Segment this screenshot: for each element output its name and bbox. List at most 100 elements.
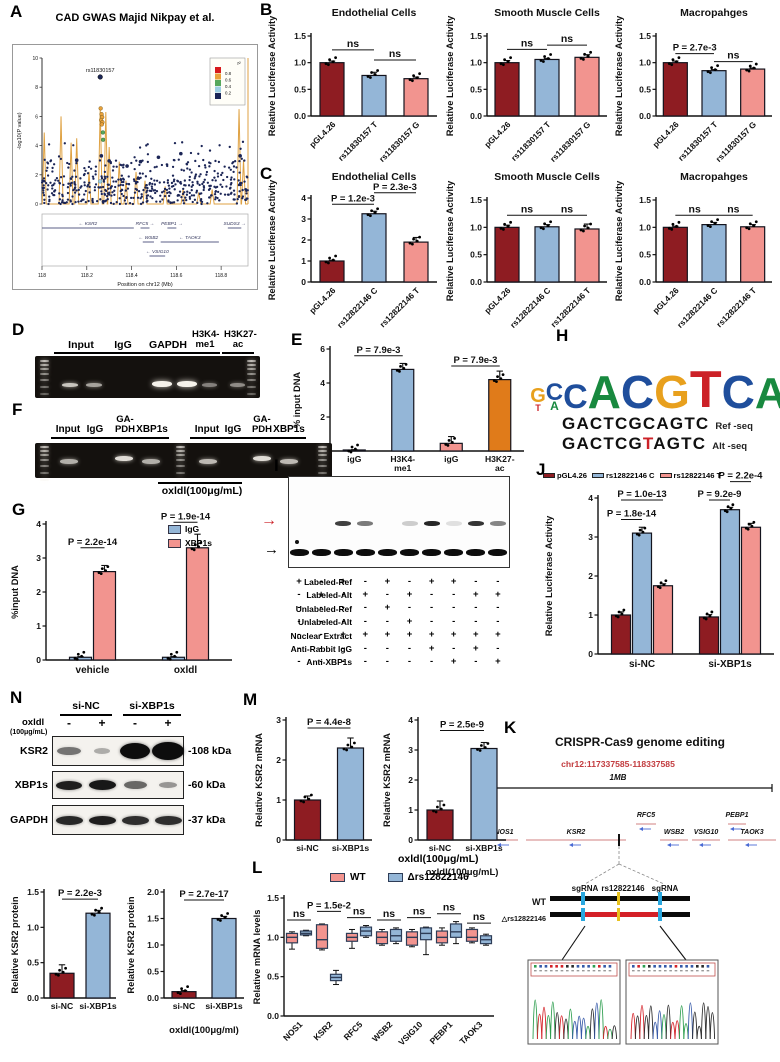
- svg-text:si-XBP1s: si-XBP1s: [205, 1001, 242, 1011]
- motif-position: C: [621, 369, 654, 415]
- svg-text:SUDS3 →: SUDS3 →: [224, 221, 246, 227]
- motif-position: A: [755, 371, 780, 415]
- emsa-cell: -: [363, 575, 367, 587]
- gel-f-band: [115, 456, 133, 461]
- motif-position: T: [690, 365, 722, 417]
- svg-text:ns: ns: [521, 203, 533, 215]
- gel-d-ladder-right: [247, 379, 256, 381]
- svg-text:P = 1.5e-2: P = 1.5e-2: [307, 900, 351, 911]
- emsa-cell: -: [430, 615, 434, 627]
- chart-b3-svg: 0.0 0.5 1.0 1.5 Relative Luciferase Activity…: [614, 7, 772, 164]
- svg-text:chr12:117337585-118337585: chr12:117337585-118337585: [561, 759, 675, 769]
- svg-text:10: 10: [32, 56, 38, 62]
- panel-label-b: B: [260, 0, 273, 19]
- svg-text:P = 1.8e-14: P = 1.8e-14: [607, 508, 657, 519]
- gel-f-ladder: [318, 450, 327, 452]
- svg-text:2: 2: [35, 173, 38, 179]
- svg-text:0: 0: [408, 835, 413, 845]
- emsa-free-probe-band: [289, 549, 309, 556]
- svg-text:rs12822146 T: rs12822146 T: [377, 285, 421, 329]
- wb-band: [88, 815, 116, 825]
- sequence-label: Alt -seq: [712, 441, 748, 452]
- svg-text:si-XBP1s: si-XBP1s: [332, 843, 369, 853]
- svg-text:P = 2.2e-3: P = 2.2e-3: [58, 888, 102, 899]
- svg-text:Relative mRNA levels: Relative mRNA levels: [252, 910, 262, 1005]
- motif-letter: C: [563, 378, 588, 417]
- svg-text:0.0: 0.0: [147, 993, 159, 1003]
- svg-text:Relative Luciferase Activity: Relative Luciferase Activity: [267, 15, 277, 136]
- svg-text:si-NC: si-NC: [51, 1001, 73, 1011]
- chart-j-luciferase: 0 1 2 3 4 Relative Luciferase Activity P = 1.8…: [542, 452, 780, 695]
- gel-f-band: [253, 456, 271, 461]
- gel-d-underline: [190, 352, 220, 354]
- svg-text:rs12822146 C: rs12822146 C: [335, 285, 380, 330]
- emsa-cell: +: [495, 655, 501, 667]
- emsa-cell: +: [473, 588, 479, 600]
- sequence-label: Ref -seq: [715, 421, 753, 432]
- gel-d-ladder-left: [40, 368, 49, 370]
- gel-d-input-band: [86, 383, 102, 387]
- gel-d-lane-label: Input: [68, 339, 94, 351]
- gel-d-ladder-left: [40, 386, 49, 388]
- gel-f-underline: [51, 437, 85, 439]
- gel-f-ladder: [176, 446, 185, 448]
- emsa-cell: -: [385, 615, 389, 627]
- gel-f-underline: [245, 437, 279, 439]
- legend-label: pGL4.26: [557, 471, 587, 480]
- svg-text:Relative Luciferase Activity: Relative Luciferase Activity: [445, 180, 455, 301]
- svg-text:oxldl(100μg/ml): oxldl(100μg/ml): [169, 1025, 239, 1036]
- svg-text:rs11830157 G: rs11830157 G: [377, 119, 422, 164]
- emsa-cell: -: [474, 602, 478, 614]
- svg-text:0.4: 0.4: [225, 84, 232, 89]
- wb-band: [55, 815, 83, 825]
- gel-d-ladder-right: [247, 393, 256, 395]
- svg-text:8: 8: [35, 85, 38, 91]
- svg-text:ns: ns: [727, 50, 739, 62]
- emsa-cell: -: [496, 602, 500, 614]
- emsa-cell: -: [341, 588, 345, 600]
- svg-text:0.0: 0.0: [267, 1011, 279, 1021]
- emsa-cell: -: [319, 575, 323, 587]
- legend-item: pGL4.26: [543, 471, 587, 480]
- svg-text:118.2: 118.2: [81, 273, 93, 279]
- svg-text:1.0: 1.0: [267, 932, 279, 942]
- gel-f-lane-label: GA-: [116, 414, 134, 425]
- emsa-cell: -: [341, 602, 345, 614]
- chart-c-endothelial: 0 1 2 3 4 Relative Luciferase Activity Endothe…: [265, 168, 443, 343]
- emsa-shift-band: [445, 521, 462, 526]
- emsa-cell: -: [474, 575, 478, 587]
- gel-d: [35, 356, 260, 398]
- svg-text:Relative Luciferase Activity: Relative Luciferase Activity: [544, 515, 554, 636]
- motif-position: C: [722, 369, 755, 415]
- emsa-cell: -: [341, 615, 345, 627]
- panel-label-i: I: [274, 456, 279, 475]
- emsa-cell: -: [319, 629, 323, 641]
- svg-text:P = 2.7e-17: P = 2.7e-17: [179, 889, 228, 900]
- svg-text:118.8: 118.8: [215, 273, 227, 279]
- emsa-cell: -: [452, 615, 456, 627]
- svg-text:si-NC: si-NC: [629, 659, 655, 670]
- emsa-shift-band: [489, 521, 506, 526]
- svg-text:0: 0: [36, 655, 41, 665]
- svg-text:-log10(P value): -log10(P value): [17, 112, 23, 149]
- svg-text:1.0: 1.0: [639, 58, 651, 68]
- motif-letter: A: [550, 399, 559, 414]
- svg-text:CRISPR-Cas9 genome editing: CRISPR-Cas9 genome editing: [555, 735, 725, 749]
- chart-l-svg: 0.0 0.5 1.0 1.5 Relative mRNA levels NOS1 KSR2…: [252, 893, 494, 1047]
- gel-f-underline: [216, 437, 250, 439]
- svg-text:ac: ac: [495, 463, 505, 473]
- svg-text:P = 2.3e-3: P = 2.3e-3: [373, 182, 417, 193]
- emsa-cell: +: [362, 629, 369, 641]
- emsa-cell: +: [384, 629, 391, 641]
- svg-text:Macropahges: Macropahges: [680, 7, 748, 19]
- gel-f-ladder: [40, 450, 49, 452]
- svg-text:rs11830157 G: rs11830157 G: [548, 119, 593, 164]
- gel-f-lane-label: Input: [194, 424, 220, 435]
- emsa-cell: +: [406, 629, 413, 641]
- svg-text:P = 2.2e-14: P = 2.2e-14: [68, 537, 118, 548]
- svg-text:si-XBP1s: si-XBP1s: [465, 843, 502, 853]
- gel-f-band: [60, 459, 78, 464]
- svg-text:vehicle: vehicle: [76, 665, 110, 676]
- svg-text:rs12822146: rs12822146: [601, 884, 645, 893]
